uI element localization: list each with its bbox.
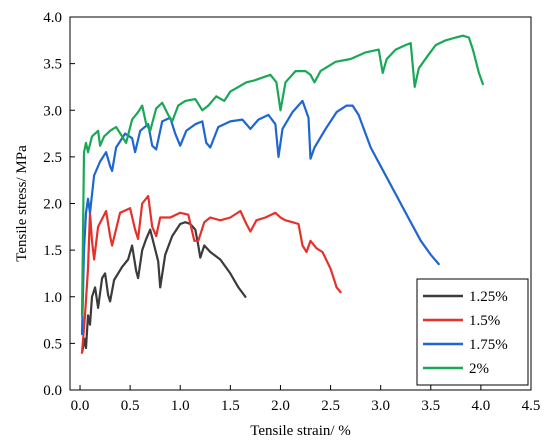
y-axis-label: Tensile stress/ MPa	[14, 145, 30, 262]
series-line-3	[80, 34, 484, 317]
x-axis-label: Tensile strain/ %	[250, 423, 351, 439]
x-tick-label: 1.0	[171, 398, 190, 414]
y-tick-label: 4.0	[43, 10, 62, 26]
legend-label-3: 2%	[469, 361, 489, 377]
x-tick-label: 1.5	[221, 398, 240, 414]
y-tick-label: 0.5	[43, 336, 62, 352]
x-tick-label: 3.0	[371, 398, 390, 414]
x-tick-label: 0.0	[71, 398, 90, 414]
x-tick-label: 2.5	[321, 398, 340, 414]
y-axis-ticks: 0.0 0.5 1.0 1.5 2.0 2.5 3.0 3.5 4.0	[43, 10, 75, 399]
y-tick-label: 3.0	[43, 103, 62, 119]
legend: 1.25% 1.5% 1.75% 2%	[416, 278, 529, 386]
x-tick-label: 0.5	[121, 398, 140, 414]
y-tick-label: 1.5	[43, 243, 62, 259]
legend-label-1: 1.5%	[469, 313, 500, 329]
y-tick-label: 3.5	[43, 57, 62, 73]
y-tick-label: 1.0	[43, 290, 62, 306]
series-layer	[80, 34, 484, 354]
y-tick-label: 0.0	[43, 383, 62, 399]
y-tick-label: 2.0	[43, 197, 62, 213]
x-tick-label: 4.5	[522, 398, 541, 414]
series-line-2	[80, 99, 440, 336]
y-tick-label: 2.5	[43, 150, 62, 166]
x-axis-ticks: 0.0 0.5 1.0 1.5 2.0 2.5 3.0 3.5 4.0 4.5	[71, 385, 541, 414]
x-tick-label: 3.5	[421, 398, 440, 414]
series-line-1	[80, 194, 342, 354]
legend-label-2: 1.75%	[469, 337, 508, 353]
legend-label-0: 1.25%	[469, 289, 508, 305]
series-line-0	[80, 221, 247, 354]
x-tick-label: 2.0	[271, 398, 290, 414]
x-tick-label: 4.0	[472, 398, 491, 414]
